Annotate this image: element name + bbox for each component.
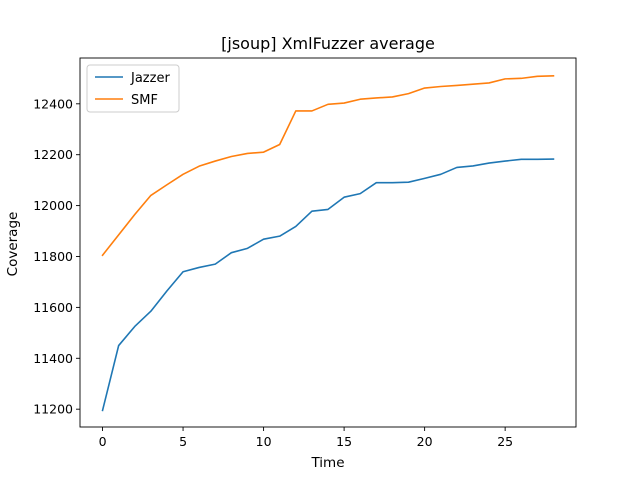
x-tick-label: 10 (256, 434, 272, 449)
plot-area: 0 5 10 15 20 25 11200 11400 11600 11800 12000 12200… (33, 57, 577, 449)
y-tick-label: 12000 (33, 198, 73, 213)
x-tick-label: 25 (497, 434, 513, 449)
y-tick-label: 12400 (33, 96, 73, 111)
y-tick-label: 11200 (33, 402, 73, 417)
series-line-jazzer (101, 158, 555, 412)
axes-frame (79, 57, 577, 428)
x-tick-label: 5 (179, 434, 187, 449)
y-tick-label: 11400 (33, 351, 73, 366)
y-axis-label: Coverage (5, 212, 21, 277)
y-tick-label: 11600 (33, 300, 73, 315)
y-tick-label: 12200 (33, 147, 73, 162)
legend-label-jazzer: Jazzer (130, 71, 170, 86)
chart-title: [jsoup] XmlFuzzer average (221, 34, 435, 53)
legend: Jazzer SMF (86, 64, 180, 113)
x-tick-label: 20 (417, 434, 433, 449)
x-axis-label: Time (310, 455, 344, 471)
y-tick-label: 11800 (33, 249, 73, 264)
series-line-smf (101, 74, 555, 257)
legend-label-smf: SMF (131, 93, 158, 108)
x-tick-label: 15 (336, 434, 352, 449)
x-tick-label: 0 (99, 434, 107, 449)
